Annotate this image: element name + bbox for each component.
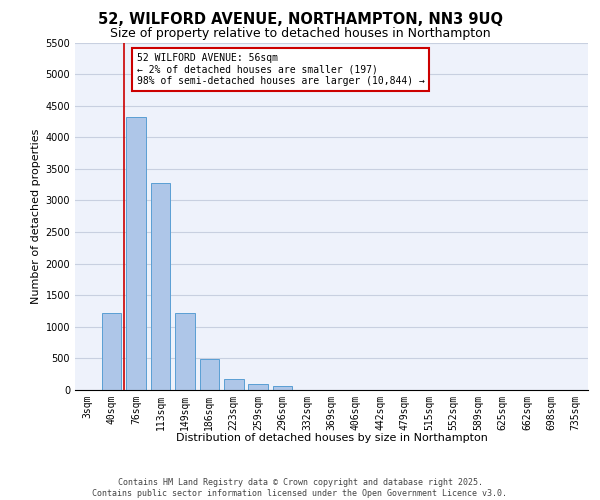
X-axis label: Distribution of detached houses by size in Northampton: Distribution of detached houses by size …	[176, 433, 487, 443]
Bar	[151, 183, 170, 390]
Text: Size of property relative to detached houses in Northampton: Size of property relative to detached ho…	[110, 28, 490, 40]
Text: 52, WILFORD AVENUE, NORTHAMPTON, NN3 9UQ: 52, WILFORD AVENUE, NORTHAMPTON, NN3 9UQ	[97, 12, 503, 28]
Bar	[200, 359, 219, 390]
Bar	[127, 117, 146, 390]
Text: Contains HM Land Registry data © Crown copyright and database right 2025.
Contai: Contains HM Land Registry data © Crown c…	[92, 478, 508, 498]
Bar	[273, 386, 292, 390]
Bar	[102, 313, 121, 390]
Bar	[248, 384, 268, 390]
Text: 52 WILFORD AVENUE: 56sqm
← 2% of detached houses are smaller (197)
98% of semi-d: 52 WILFORD AVENUE: 56sqm ← 2% of detache…	[137, 53, 424, 86]
Bar	[175, 313, 194, 390]
Bar	[224, 380, 244, 390]
Y-axis label: Number of detached properties: Number of detached properties	[31, 128, 41, 304]
